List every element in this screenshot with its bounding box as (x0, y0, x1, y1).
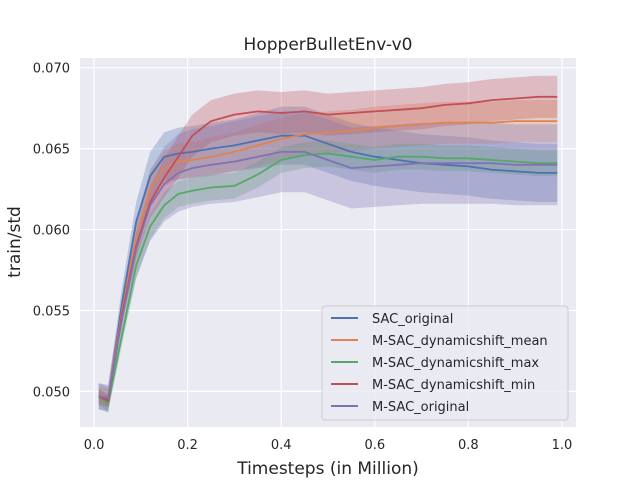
legend-entry-label: M-SAC_dynamicshift_min (372, 378, 535, 393)
band-series-2 (98, 140, 558, 413)
line-series-1 (98, 120, 558, 399)
x-tick-label: 0.6 (364, 438, 385, 453)
legend-entry-label: M-SAC_original (372, 400, 469, 415)
line-series-3 (98, 95, 558, 403)
x-tick-labels: 0.0 0.2 0.4 0.6 0.8 1.0 (84, 438, 573, 453)
legend: SAC_original M-SAC_dynamicshift_mean M-SAC… (321, 305, 569, 421)
x-tick-label: 0.4 (271, 438, 292, 453)
legend-entry-label: M-SAC_dynamicshift_mean (372, 334, 548, 349)
x-axis-label: Timesteps (in Million) (236, 459, 419, 479)
y-tick-label: 0.050 (33, 385, 70, 400)
y-tick-label: 0.055 (33, 304, 70, 319)
band-series-1 (98, 100, 558, 408)
series-lines (98, 95, 558, 406)
band-series-3 (98, 75, 558, 408)
confidence-bands (98, 75, 558, 413)
x-tick-label: 0.0 (84, 438, 105, 453)
x-tick-label: 0.2 (177, 438, 198, 453)
y-tick-labels: 0.050 0.055 0.060 0.065 0.070 (33, 62, 70, 401)
line-series-4 (98, 150, 558, 399)
line-series-2 (98, 152, 558, 406)
grid-lines (80, 58, 576, 427)
chart-title: HopperBulletEnv-v0 (244, 35, 413, 55)
legend-entry-label: SAC_original (372, 312, 453, 327)
y-tick-label: 0.070 (33, 62, 70, 77)
band-series-0 (98, 106, 558, 413)
band-series-4 (98, 111, 558, 411)
legend-box (321, 305, 569, 421)
y-tick-label: 0.065 (33, 143, 70, 158)
y-axis-label: train/std (5, 206, 25, 278)
legend-entry-label: M-SAC_dynamicshift_max (372, 356, 539, 371)
x-tick-label: 1.0 (552, 438, 573, 453)
y-tick-label: 0.060 (33, 224, 70, 239)
x-tick-label: 0.8 (458, 438, 479, 453)
